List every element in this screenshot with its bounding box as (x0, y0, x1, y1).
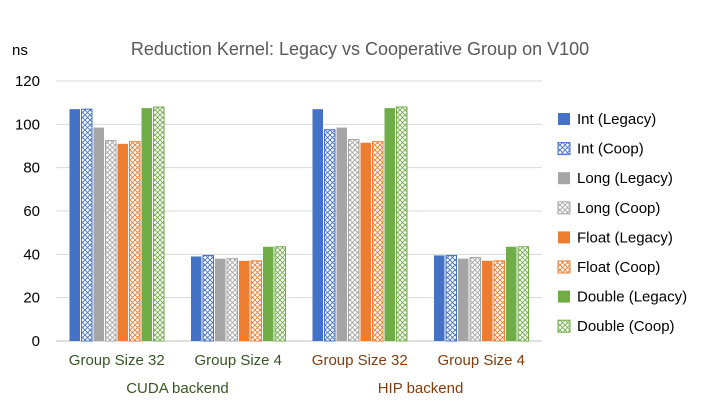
y-tick-label: 100 (15, 116, 40, 133)
gridlines (56, 80, 542, 342)
legend-label: Double (Legacy) (577, 289, 687, 306)
y-tick-label: 40 (23, 246, 40, 263)
legend-label: Int (Coop) (577, 141, 644, 158)
y-axis-ticks: 0 20 40 60 80 100 120 (15, 73, 40, 350)
bar (324, 129, 336, 342)
bar (129, 141, 141, 342)
bar (274, 246, 286, 342)
legend: Int (Legacy) Int (Coop) Long (Legacy) Long … (557, 111, 687, 335)
bar (348, 139, 360, 342)
bar (360, 142, 371, 341)
x-tick-label: Group Size 32 (69, 352, 165, 369)
legend-label: Double (Coop) (577, 318, 675, 335)
legend-item: Double (Legacy) (558, 289, 687, 306)
bar (141, 108, 152, 341)
legend-label: Float (Legacy) (577, 229, 673, 246)
bar (434, 255, 445, 341)
bar (517, 246, 529, 342)
y-axis-label: ns (12, 42, 28, 59)
bar (506, 246, 517, 341)
bar (384, 108, 395, 341)
bar (482, 260, 493, 341)
bar (215, 258, 226, 341)
bar (239, 260, 250, 341)
bar (81, 108, 93, 342)
legend-swatch (557, 319, 571, 333)
bar (117, 143, 128, 341)
group-label: HIP backend (378, 380, 464, 397)
y-tick-label: 80 (23, 160, 40, 177)
bar (226, 258, 238, 342)
x-tick-label: Group Size 4 (194, 352, 282, 369)
bar (396, 106, 408, 342)
bar (469, 257, 481, 342)
legend-label: Float (Coop) (577, 259, 660, 276)
legend-item: Long (Coop) (557, 200, 660, 217)
bar (191, 256, 202, 341)
chart-title: Reduction Kernel: Legacy vs Cooperative … (131, 39, 589, 59)
bar (93, 127, 104, 341)
legend-swatch (558, 172, 570, 185)
legend-item: Long (Legacy) (558, 170, 673, 187)
legend-item: Float (Legacy) (558, 229, 673, 246)
legend-swatch (557, 201, 571, 215)
bar (312, 109, 323, 342)
legend-item: Int (Coop) (557, 141, 644, 158)
bar (153, 106, 165, 342)
legend-swatch (558, 231, 570, 244)
bars (69, 106, 529, 342)
group-label: CUDA backend (126, 380, 229, 397)
x-tick-label: Group Size 4 (437, 352, 525, 369)
bar (105, 140, 117, 342)
legend-item: Double (Coop) (557, 318, 675, 335)
legend-swatch (558, 113, 570, 125)
bar (372, 141, 384, 342)
legend-swatch (557, 142, 571, 156)
legend-swatch (557, 260, 571, 274)
y-tick-label: 0 (32, 333, 40, 350)
bar (336, 127, 347, 341)
bar (250, 260, 262, 342)
y-tick-label: 60 (23, 203, 40, 220)
legend-label: Int (Legacy) (577, 111, 656, 128)
bar (202, 254, 214, 342)
legend-label: Long (Coop) (577, 200, 660, 217)
bar (458, 258, 469, 341)
legend-item: Int (Legacy) (558, 111, 656, 128)
bar (493, 260, 505, 342)
legend-swatch (558, 290, 570, 303)
bar (263, 246, 274, 341)
bar (69, 109, 80, 342)
bar (445, 254, 457, 342)
x-axis: Group Size 32 Group Size 4 Group Size 32 Gr… (69, 352, 525, 397)
y-tick-label: 120 (15, 73, 40, 90)
legend-item: Float (Coop) (557, 259, 660, 276)
y-tick-label: 20 (23, 290, 40, 307)
legend-label: Long (Legacy) (577, 170, 673, 187)
x-tick-label: Group Size 32 (312, 352, 408, 369)
